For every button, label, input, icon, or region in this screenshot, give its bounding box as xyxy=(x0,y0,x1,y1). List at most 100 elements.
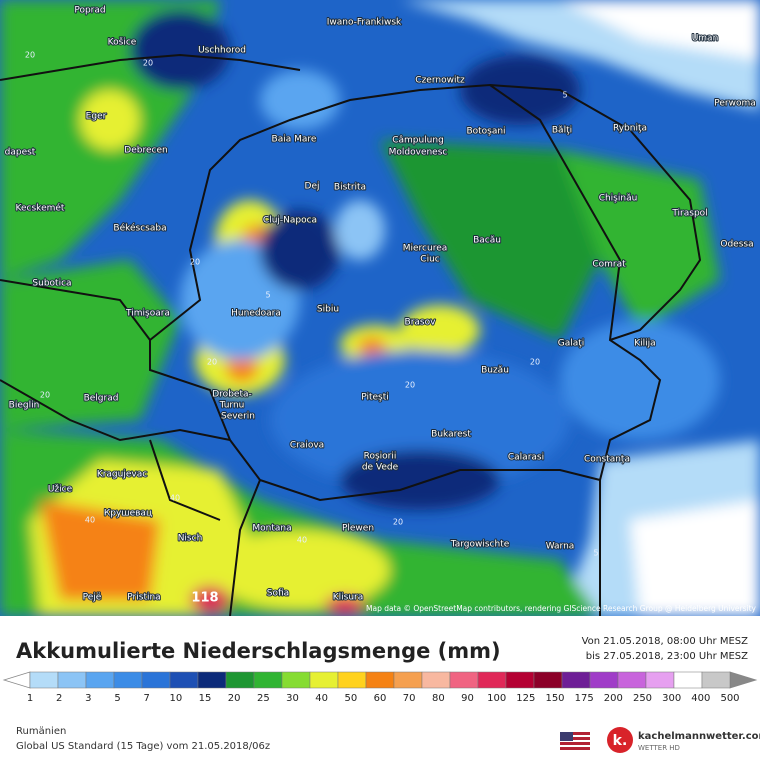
city-label: Subotica xyxy=(32,279,71,289)
scale-box xyxy=(673,671,703,689)
scale-box xyxy=(477,671,507,689)
city-label: Bacău xyxy=(473,236,501,246)
city-label: Kragujevac xyxy=(97,470,147,480)
city-label: Plewen xyxy=(342,524,374,534)
city-label: Debrecen xyxy=(124,146,167,156)
city-label: dapest xyxy=(5,148,36,158)
city-label: Iwano-Frankiwsk xyxy=(327,18,402,28)
scale-label: 20 xyxy=(228,693,241,704)
city-label: Brasov xyxy=(405,318,437,328)
scale-label: 90 xyxy=(461,693,474,704)
scale-box xyxy=(533,671,563,689)
scale-label: 80 xyxy=(432,693,445,704)
city-label: Timişoara xyxy=(125,309,170,319)
city-label: Bistrita xyxy=(334,183,366,193)
city-label: Uschhorod xyxy=(198,46,246,56)
city-label: Ciuc xyxy=(420,255,439,265)
city-label: Klisura xyxy=(333,593,364,603)
contour-label: 20 xyxy=(40,391,50,400)
city-label: Moldovenesc xyxy=(389,148,448,158)
scale-box xyxy=(57,671,87,689)
color-scale: 1 2 3 5 7 10 15 20 25 30 40 50 60 70 80 90 100 125 150 175 2… xyxy=(2,671,758,704)
model-info: Global US Standard (15 Tage) vom 21.05.2… xyxy=(16,741,270,752)
brand-sub: WETTER HD xyxy=(638,744,680,752)
city-label: Bălţi xyxy=(552,126,572,136)
brand-name[interactable]: kachelmannwetter.com xyxy=(638,731,760,742)
city-label: Turnu xyxy=(219,401,245,411)
scale-box xyxy=(141,671,171,689)
contour-label: 20 xyxy=(143,59,153,68)
precip-field xyxy=(0,0,760,616)
city-label: Miercurea xyxy=(403,244,448,254)
scale-label: 250 xyxy=(633,693,652,704)
contour-label: 20 xyxy=(393,518,403,527)
scale-box xyxy=(225,671,255,689)
contour-label: 5 xyxy=(593,549,598,558)
scale-box xyxy=(421,671,451,689)
borders xyxy=(0,53,702,616)
city-label: de Vede xyxy=(362,463,399,473)
contour-label: 20 xyxy=(530,358,540,367)
city-label: Drobeta- xyxy=(212,390,251,400)
scale-label: 100 xyxy=(487,693,506,704)
contour-label: 40 xyxy=(85,516,95,525)
scale-box xyxy=(85,671,115,689)
scale-box xyxy=(253,671,283,689)
city-label: Constanța xyxy=(584,455,630,465)
city-label: Poprad xyxy=(74,6,105,16)
scale-label: 60 xyxy=(374,693,387,704)
city-label: Pejë xyxy=(83,593,102,603)
scale-box xyxy=(309,671,339,689)
city-label: Galaţi xyxy=(558,339,585,349)
scale-box xyxy=(393,671,423,689)
scale-box xyxy=(505,671,535,689)
scale-label: 200 xyxy=(604,693,623,704)
city-label: Montana xyxy=(252,524,291,534)
scale-label: 10 xyxy=(169,693,182,704)
scale-box xyxy=(365,671,395,689)
scale-box xyxy=(701,671,731,689)
legend-panel: Akkumulierte Niederschlagsmenge (mm) Von… xyxy=(0,616,760,760)
city-label: Bukarest xyxy=(431,430,471,440)
map-attribution: Map data © OpenStreetMap contributors, r… xyxy=(366,604,757,613)
city-label: Eger xyxy=(86,112,107,122)
city-label: Craiova xyxy=(290,441,324,451)
scale-box xyxy=(29,671,59,689)
city-label: Czernowitz xyxy=(415,76,465,86)
scale-label: 70 xyxy=(403,693,416,704)
city-label: Pristina xyxy=(127,593,160,603)
city-label: Hunedoara xyxy=(231,309,281,319)
scale-label: 5 xyxy=(114,693,120,704)
city-label: Câmpulung xyxy=(392,136,444,146)
contour-label: 20 xyxy=(25,51,35,60)
city-label: Cluj-Napoca xyxy=(263,216,317,226)
scale-label: 30 xyxy=(286,693,299,704)
city-label: Buzău xyxy=(481,366,509,376)
city-label: Békéscsaba xyxy=(113,223,166,234)
city-label: Sibiu xyxy=(317,305,339,315)
scale-box xyxy=(645,671,675,689)
city-label: Warna xyxy=(546,542,575,552)
scale-box xyxy=(617,671,647,689)
city-label: Perwoma xyxy=(714,99,756,109)
city-label: Tiraspol xyxy=(671,209,707,219)
city-label: Comrat xyxy=(592,260,626,270)
scale-label: 50 xyxy=(344,693,357,704)
scale-box xyxy=(561,671,591,689)
scale-label: 300 xyxy=(662,693,681,704)
city-label: Odessa xyxy=(720,240,753,250)
region-name: Rumänien xyxy=(16,726,66,737)
city-label: Užice xyxy=(48,485,73,495)
contour-label: 5 xyxy=(562,91,567,100)
city-label: Nisch xyxy=(178,534,203,544)
city-label: Dej xyxy=(305,182,320,192)
scale-label: 40 xyxy=(315,693,328,704)
contour-label: 118 xyxy=(191,591,218,606)
city-label: Piteşti xyxy=(361,393,389,403)
scale-label: 25 xyxy=(257,693,270,704)
contour-label: 40 xyxy=(170,494,180,503)
scale-label: 400 xyxy=(691,693,710,704)
city-label: Крушевац xyxy=(104,509,152,519)
contour-label: 40 xyxy=(297,536,307,545)
